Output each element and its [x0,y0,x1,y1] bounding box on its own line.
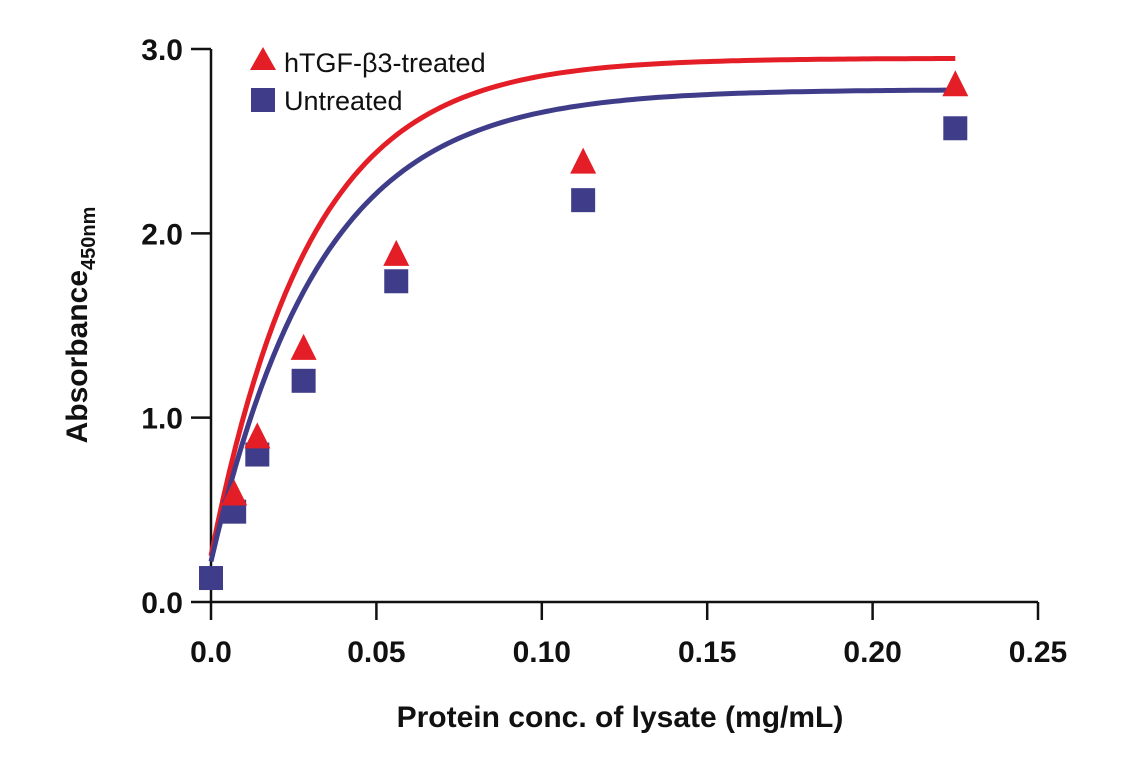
legend-label: Untreated [284,86,403,116]
data-point-untreated [571,188,596,213]
y-tick-label: 2.0 [141,218,183,251]
legend-label: hTGF-β3-treated [284,48,486,78]
data-point-treated [221,479,248,506]
data-point-treated [942,70,969,97]
y-axis-title-main: Absorbance [61,270,94,443]
data-markers [199,70,969,591]
legend-triangle-icon [250,47,276,70]
x-tick-label: 0.25 [1009,636,1067,669]
data-point-treated [570,147,597,174]
y-tick-label: 0.0 [141,587,183,620]
data-point-treated [244,422,271,449]
y-axis-title-subscript: 450nm [78,207,100,270]
axes: 0.0 0.05 0.10 0.15 0.20 0.25 0.0 1.0 2.0 3.0 [141,34,1067,669]
data-point-untreated [384,269,409,294]
x-tick-label: 0.10 [513,636,571,669]
y-tick-label: 1.0 [141,403,183,436]
fit-curve-untreated [208,87,956,562]
data-point-untreated [943,116,968,141]
data-point-treated [383,239,410,266]
legend-square-icon [251,88,275,112]
data-point-untreated [199,566,223,591]
data-point-untreated [291,368,316,393]
fit-curve-treated [208,56,956,557]
x-tick-label: 0.0 [190,636,232,669]
y-axis-title: Absorbance450nm [61,207,100,444]
x-axis-title: Protein conc. of lysate (mg/mL) [397,701,844,734]
legend: hTGF-β3-treated Untreated [250,47,486,116]
data-point-untreated [222,499,247,524]
x-tick-label: 0.05 [347,636,405,669]
y-tick-label: 3.0 [141,34,183,67]
x-tick-label: 0.15 [678,636,736,669]
data-point-treated [290,333,317,360]
x-tick-label: 0.20 [843,636,901,669]
fit-curves [208,56,956,562]
